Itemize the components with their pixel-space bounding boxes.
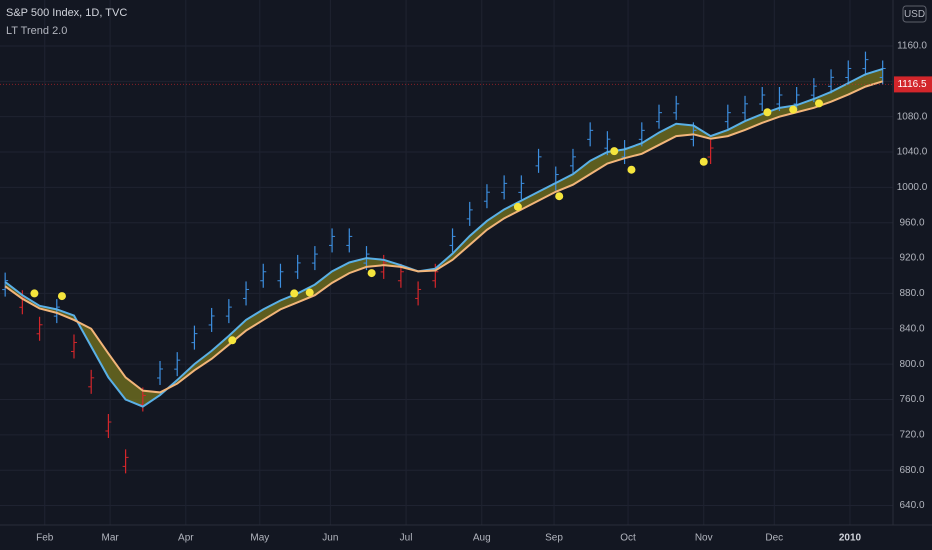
signal-dot (555, 192, 564, 201)
y-tick-label: 640.0 (899, 500, 924, 511)
signal-dot (228, 336, 237, 345)
price-bar (862, 51, 869, 76)
price-bar (174, 352, 181, 377)
price-bar (828, 69, 835, 94)
signal-dot (290, 289, 299, 298)
currency-box[interactable] (902, 5, 927, 23)
price-bar (294, 254, 301, 279)
signal-dot (627, 165, 636, 174)
plot (0, 51, 893, 474)
price-bar (191, 325, 198, 350)
x-tick-label: Mar (102, 533, 120, 544)
price-bar (879, 60, 886, 85)
price-bar (346, 228, 353, 253)
price-bar (724, 104, 731, 129)
currency[interactable]: USD (904, 9, 925, 20)
y-tick-label: 800.0 (899, 359, 924, 370)
price-bar (483, 184, 490, 209)
y-tick-label: 920.0 (899, 253, 924, 264)
price-bar (329, 228, 336, 253)
x-tick-label: May (250, 533, 269, 544)
signal-dot (367, 269, 376, 278)
chart-title: S&P 500 Index, 1D, TVC (6, 7, 127, 19)
price-bar (655, 104, 662, 129)
price-bar (759, 86, 766, 111)
y-tick-label: 1160.0 (897, 41, 927, 52)
trend-line (4, 80, 883, 394)
x-tick-label: Nov (695, 533, 713, 544)
x-tick-label: Jun (322, 533, 338, 544)
x-tick-label: Jul (400, 533, 413, 544)
price-bar (260, 263, 267, 288)
last-price-box (894, 76, 932, 93)
price-bar (70, 334, 77, 359)
price-bar (466, 201, 473, 226)
x-tick-label: Sep (545, 533, 563, 544)
signal-dot (30, 289, 39, 298)
x-tick-label: Aug (473, 533, 491, 544)
price-bar (311, 246, 318, 271)
price-bar (587, 122, 594, 147)
y-tick-label: 1080.0 (897, 111, 928, 122)
price-bar (277, 263, 284, 288)
signal-dot (699, 157, 708, 166)
price-bar (673, 95, 680, 120)
price-bar (88, 369, 95, 394)
price-bar (2, 272, 9, 297)
signal-dot (815, 99, 824, 108)
price-bar (105, 414, 112, 439)
y-tick-label: 680.0 (899, 465, 924, 476)
indicator-name: LT Trend 2.0 (6, 25, 67, 37)
price-bar (501, 175, 508, 200)
x-tick-label: Apr (178, 533, 194, 544)
price-bar (157, 360, 164, 385)
price-bar (243, 281, 250, 306)
price-bar (518, 175, 525, 200)
y-tick-label: 880.0 (899, 288, 924, 299)
signal-dot (513, 202, 522, 211)
price-bar (569, 148, 576, 173)
y-tick-label: 960.0 (899, 217, 924, 228)
price-bar (36, 316, 43, 341)
price-bar (535, 148, 542, 173)
signal-dot (789, 105, 798, 114)
price-bar (449, 228, 456, 253)
price-bar (707, 140, 714, 165)
signal-dot (57, 292, 66, 301)
price-bar (793, 86, 800, 111)
x-tick-label: Oct (620, 533, 636, 544)
price-bar (53, 299, 60, 324)
signal-dot (305, 288, 314, 297)
signal-dot (610, 147, 619, 156)
grid (0, 0, 893, 525)
x-tick-label: 2010 (839, 533, 862, 544)
price-bar (122, 449, 129, 474)
y-tick-label: 1000.0 (897, 182, 928, 193)
price-bar (742, 95, 749, 120)
y-tick-label: 840.0 (899, 323, 924, 334)
x-tick-label: Feb (36, 533, 54, 544)
signal-dot (763, 108, 772, 117)
price-bar (845, 60, 852, 85)
price-bar (225, 299, 232, 324)
x-tick-label: Dec (765, 533, 783, 544)
y-tick-label: 1040.0 (897, 147, 928, 158)
y-tick-label: 720.0 (899, 429, 924, 440)
trend-line (4, 67, 883, 408)
price-bar (415, 281, 422, 306)
last-price-label: 1116.5 (897, 79, 927, 90)
price-bar (208, 307, 215, 332)
y-tick-label: 760.0 (899, 394, 924, 405)
